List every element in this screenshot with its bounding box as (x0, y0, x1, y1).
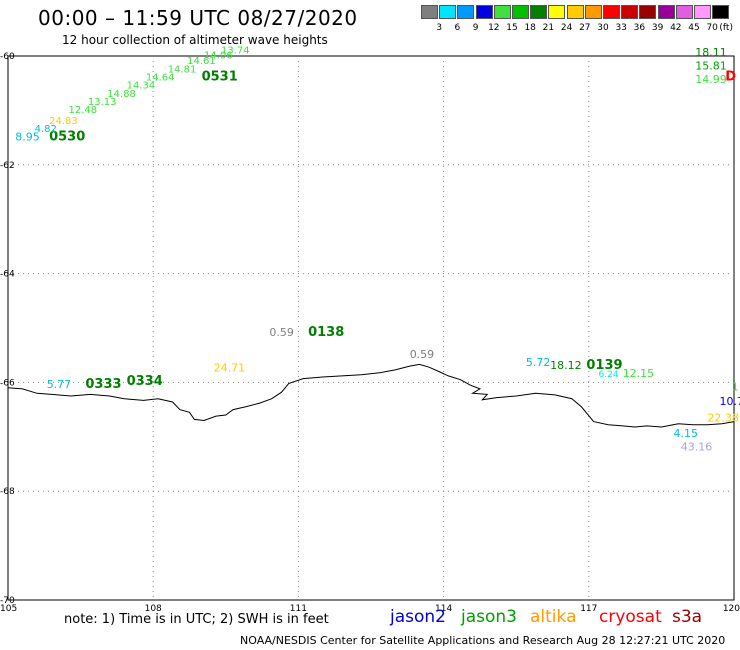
legend-swatch (512, 5, 529, 19)
wave-height-label: 5.77 (47, 378, 71, 391)
legend-swatch (712, 5, 730, 19)
satellite-jason3: jason3 (461, 607, 517, 627)
wave-height-label: 1 (732, 381, 739, 394)
wave-height-label: 13.13 (88, 97, 117, 108)
wave-height-label: 4.15 (674, 427, 699, 440)
lat-tick-label: -64 (0, 270, 15, 280)
lat-tick-label: -70 (0, 596, 15, 606)
legend-swatch (584, 5, 602, 19)
legend-swatch (694, 5, 711, 19)
lat-tick-label: -60 (0, 52, 15, 62)
lon-tick-label: 114 (435, 604, 452, 614)
legend-label: 27 (579, 23, 591, 33)
lat-tick-label: -66 (0, 378, 15, 388)
wave-height-label: 0.59 (269, 326, 294, 339)
lon-tick-label: 108 (145, 604, 162, 614)
wave-height-label: 43.16 (681, 440, 713, 453)
legend-swatch (457, 5, 475, 19)
legend-swatch (657, 5, 675, 19)
legend-label: 9 (472, 23, 479, 33)
wave-height-label: 14.34 (127, 81, 156, 92)
legend-label: 30 (597, 23, 609, 33)
wave-height-label: 12.15 (623, 367, 655, 380)
legend-swatch (421, 5, 438, 19)
wave-height-label: 13.74 (221, 45, 250, 56)
wave-height-label: 14.99 (695, 73, 727, 86)
lon-tick-label: 120 (723, 604, 740, 614)
page-subtitle: 12 hour collection of altimeter wave hei… (62, 33, 328, 47)
legend-label: 33 (615, 23, 627, 33)
legend-swatch (530, 5, 548, 19)
pass-time-label: 0333 (85, 377, 121, 392)
pass-time-label: 0334 (127, 374, 163, 389)
legend-swatch (675, 5, 693, 19)
pass-time-label: 0138 (308, 325, 344, 340)
lat-tick-label: -68 (0, 487, 15, 497)
wave-height-label: 14.64 (146, 73, 175, 84)
legend-label: 6 (454, 23, 461, 33)
legend-label: 3 (436, 23, 443, 33)
wave-height-label: 24.83 (49, 116, 78, 127)
satellite-altika: altika (530, 607, 577, 627)
wave-height-label: 14.88 (107, 89, 136, 100)
wave-height-label: 18.11 (695, 46, 727, 59)
legend-label: 45 (688, 23, 700, 33)
legend-swatch (566, 5, 584, 19)
legend-label: 36 (633, 23, 646, 33)
wave-height-label: 4.82 (35, 124, 57, 135)
legend-swatch (639, 5, 657, 19)
legend-label: 70 (706, 23, 718, 33)
lat-tick-label: -62 (0, 161, 15, 171)
legend-swatch (475, 5, 493, 19)
legend-swatch (603, 5, 620, 19)
wave-height-label: 6.24 (599, 370, 619, 380)
pass-time-label: 0139 (586, 358, 622, 373)
wave-height-label: 12.48 (69, 105, 98, 116)
legend-label: 39 (651, 23, 664, 33)
satellite-jason2: jason2 (390, 607, 446, 627)
wave-height-label: 24.71 (214, 362, 246, 375)
legend-label: 18 (524, 23, 536, 33)
lon-tick-label: 117 (580, 604, 597, 614)
legend-unit: (ft) (719, 23, 733, 33)
wave-height-label: 18.12 (550, 359, 582, 372)
legend-label: 12 (488, 23, 500, 33)
coastline (7, 363, 735, 428)
pass-time-label: 0530 (49, 129, 85, 144)
page-title: 00:00 – 11:59 UTC 08/27/2020 (38, 6, 358, 30)
footer-credit: NOAA/NESDIS Center for Satellite Applica… (240, 634, 726, 647)
wave-height-label: 14.06 (204, 51, 233, 62)
satellite-cryosat: cryosat (599, 607, 662, 627)
wave-height-label: 10.7 (720, 395, 740, 408)
wave-height-label: 15.81 (695, 60, 727, 73)
wave-height-label: 22.38 (707, 412, 739, 425)
wave-height-label: 14.81 (168, 64, 197, 75)
legend-swatch (493, 5, 511, 19)
lon-tick-label: 105 (0, 604, 17, 614)
wave-height-label: 14.61 (187, 56, 216, 67)
pass-time-label: D (725, 70, 736, 85)
legend-label: 24 (560, 23, 573, 33)
legend-label: 15 (506, 23, 518, 33)
pass-time-label: 0531 (202, 70, 238, 85)
wave-height-label: 5.72 (526, 356, 551, 369)
map-frame (7, 55, 735, 601)
wave-height-label: 8.95 (15, 130, 40, 143)
legend-label: 42 (670, 23, 682, 33)
legend-swatch (548, 5, 566, 19)
legend-label: 21 (542, 23, 555, 33)
footer-note: note: 1) Time is in UTC; 2) SWH is in fe… (64, 612, 329, 627)
satellite-s3a: s3a (672, 607, 703, 627)
legend-swatch (439, 5, 457, 19)
legend-swatch (621, 5, 639, 19)
lon-tick-label: 111 (290, 604, 307, 614)
wave-height-label: 0.59 (410, 348, 435, 361)
